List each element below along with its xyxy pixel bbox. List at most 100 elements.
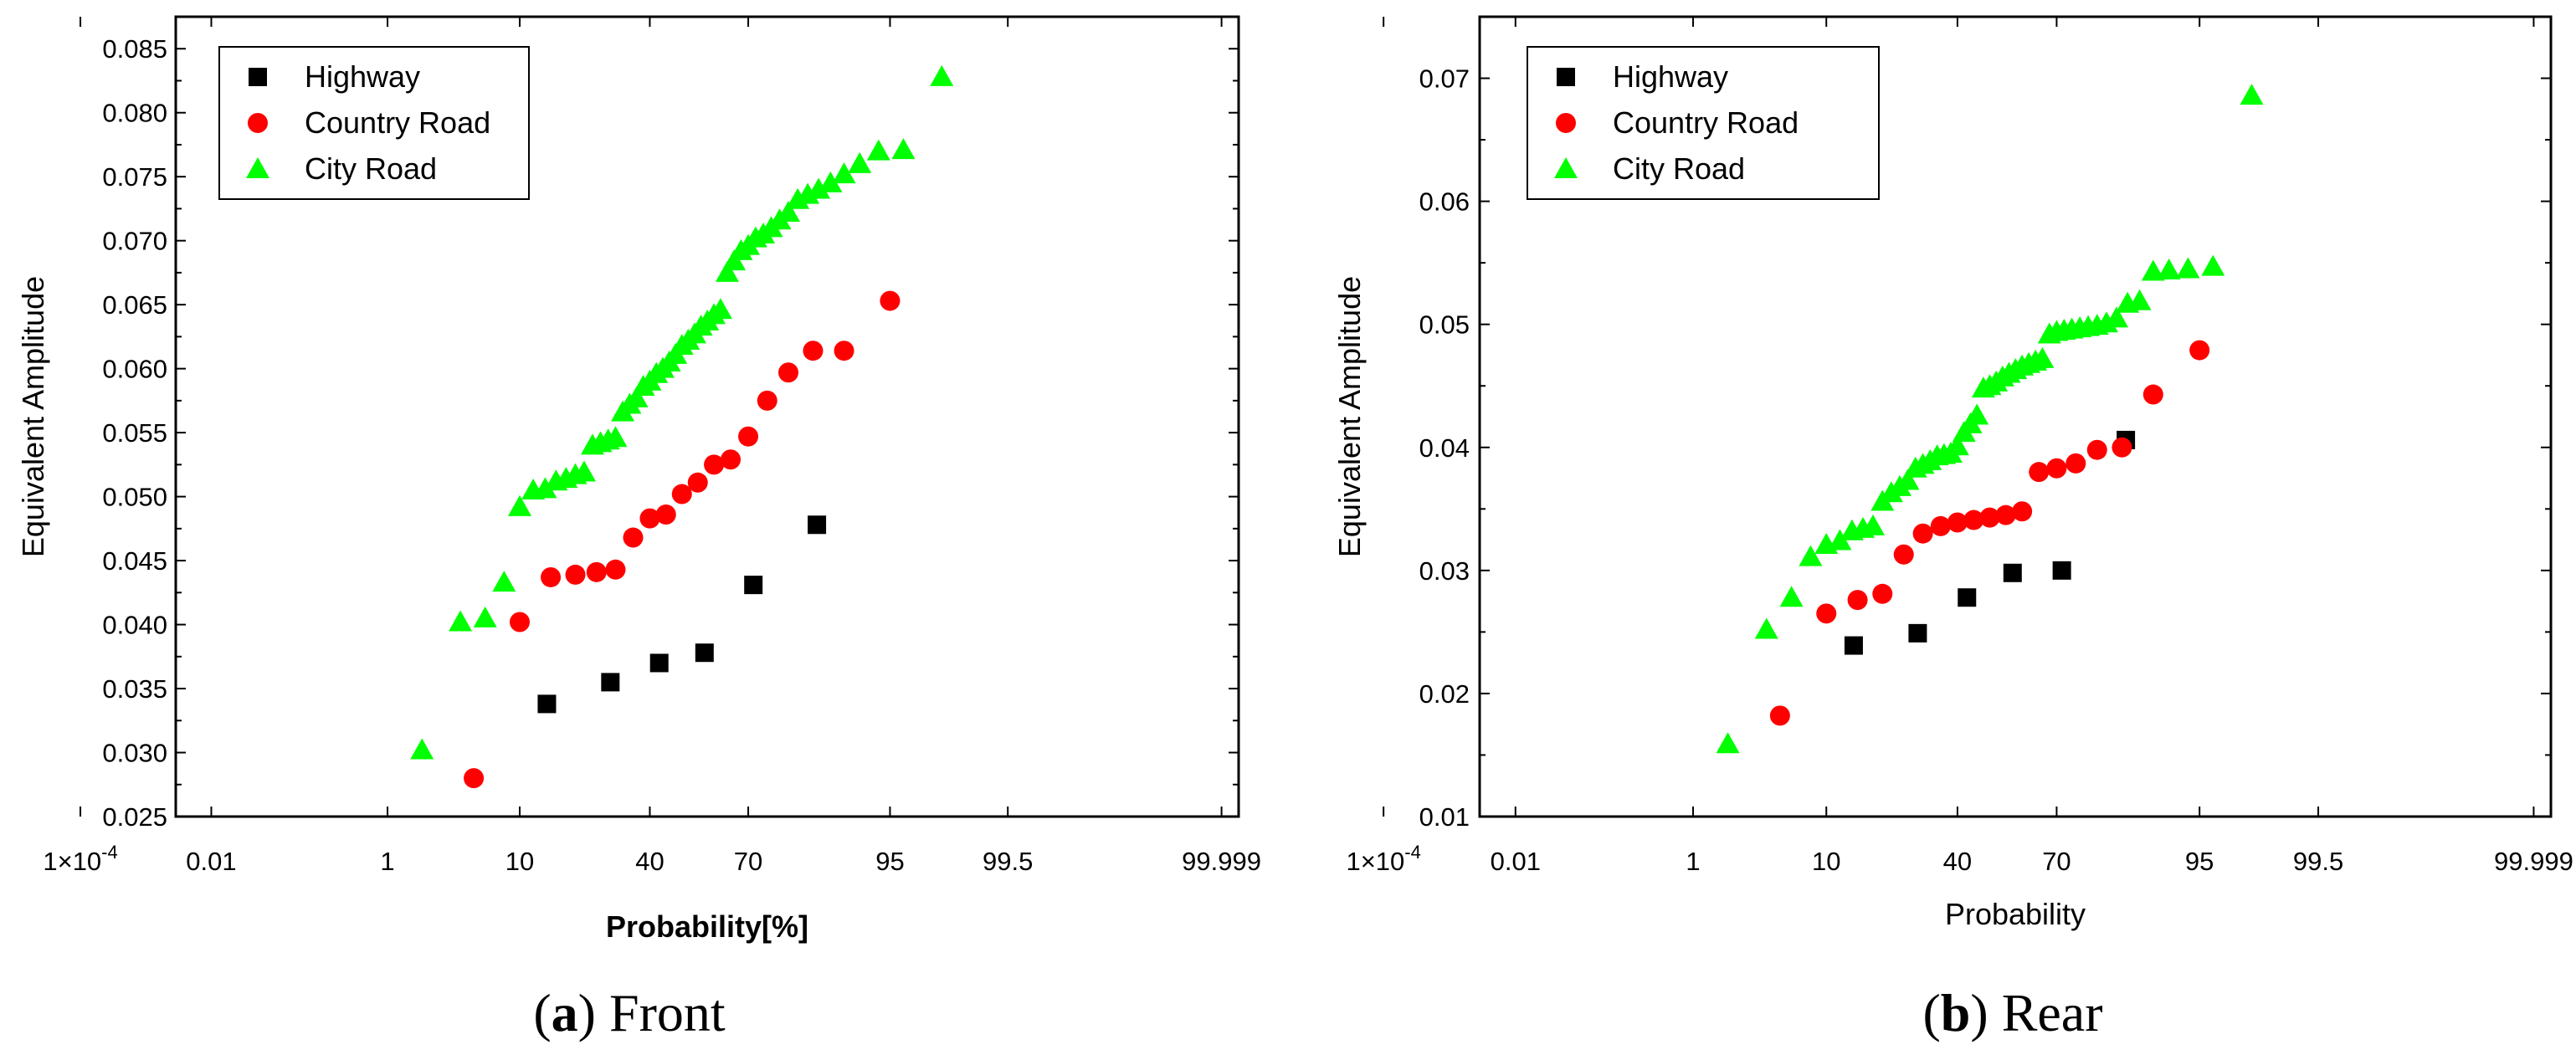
- data-point: [930, 64, 954, 86]
- x-tick-label: 70: [734, 847, 762, 876]
- y-tick-label: 0.045: [102, 546, 167, 576]
- x-tick-label: 40: [635, 847, 664, 876]
- data-point: [565, 564, 586, 585]
- caption-letter: a: [552, 983, 578, 1042]
- y-tick-label: 0.02: [1419, 679, 1470, 709]
- data-point: [880, 290, 901, 311]
- y-tick-label: 0.065: [102, 290, 167, 320]
- legend-marker: [1554, 157, 1578, 178]
- data-point: [808, 515, 827, 535]
- y-tick-label: 0.060: [102, 355, 167, 384]
- data-point: [671, 484, 692, 504]
- x-tick-label: 0.01: [1491, 847, 1541, 876]
- data-point: [473, 606, 497, 627]
- caption-paren-open: (: [1922, 983, 1940, 1042]
- data-point: [2201, 254, 2225, 276]
- data-point: [1828, 529, 1852, 551]
- data-point: [1912, 523, 1933, 544]
- y-tick-label: 0.03: [1419, 556, 1470, 586]
- data-point: [803, 341, 824, 361]
- legend-label: City Road: [305, 151, 437, 186]
- x-tick-label: 1: [380, 847, 394, 876]
- data-point: [649, 653, 669, 673]
- x-tick-label-text: 99.999: [1182, 847, 1261, 876]
- data-point: [533, 477, 557, 499]
- data-point: [721, 449, 741, 470]
- legend-marker: [248, 113, 268, 133]
- y-tick-label: 0.035: [102, 674, 167, 704]
- x-tick-label-text: 10: [505, 847, 534, 876]
- series-highway: [1844, 430, 2136, 655]
- data-point: [744, 576, 763, 595]
- data-point: [541, 566, 562, 587]
- caption-paren-open: (: [533, 983, 551, 1042]
- x-tick-label-text: 40: [1943, 847, 1972, 876]
- series-country-road: [464, 290, 901, 789]
- data-point: [1995, 504, 2016, 525]
- data-point: [572, 460, 597, 482]
- x-tick-label-text: 40: [635, 847, 664, 876]
- x-axis-label: Probability[%]: [606, 909, 808, 944]
- data-point: [2142, 384, 2163, 405]
- data-point: [2127, 289, 2152, 310]
- data-point: [2176, 257, 2200, 279]
- data-point: [1979, 507, 2000, 528]
- legend-box: [218, 46, 530, 200]
- x-tick-label-text: 1: [1686, 847, 1700, 876]
- data-point: [715, 260, 739, 282]
- x-tick-label-text: 99.5: [2293, 847, 2343, 876]
- data-point: [704, 454, 725, 475]
- legend: Highway Country Road City Road: [1527, 46, 1880, 200]
- data-point: [777, 201, 801, 223]
- data-point: [464, 768, 485, 789]
- caption-text: Rear: [2002, 983, 2103, 1042]
- y-tick-label: 0.025: [102, 802, 167, 832]
- data-point: [891, 138, 916, 160]
- data-point: [1844, 636, 1863, 655]
- x-tick-label-text: 1×10: [1346, 847, 1404, 876]
- legend: Highway Country Road City Road: [218, 46, 530, 200]
- x-tick-label: 10: [1812, 847, 1840, 876]
- legend-marker: [246, 157, 269, 178]
- caption-letter: b: [1941, 983, 1971, 1042]
- data-point: [2003, 563, 2022, 582]
- data-point: [1958, 588, 1977, 607]
- data-point: [1947, 512, 1968, 533]
- data-point: [655, 504, 676, 525]
- data-point: [410, 738, 434, 760]
- y-tick-label: 0.075: [102, 162, 167, 192]
- data-point: [2029, 462, 2050, 483]
- data-point: [1896, 469, 1920, 490]
- data-point: [1816, 603, 1837, 624]
- data-point: [1769, 705, 1790, 726]
- data-point: [1716, 732, 1740, 754]
- data-point: [778, 362, 799, 383]
- y-tick-label: 0.070: [102, 227, 167, 256]
- x-tick-label-text: 99.999: [2494, 847, 2573, 876]
- x-tick-label-exponent: -4: [101, 842, 118, 863]
- data-point: [586, 561, 607, 582]
- data-point: [2105, 306, 2129, 328]
- y-axis-label: Equivalent Amplitude: [1332, 276, 1367, 557]
- legend-label: City Road: [1613, 151, 1745, 186]
- caption: (b) Rear: [1922, 983, 2102, 1042]
- data-point: [818, 171, 843, 192]
- x-tick-label: 1: [1686, 847, 1700, 876]
- caption: (a) Front: [533, 983, 726, 1042]
- data-point: [832, 162, 856, 184]
- data-point: [1965, 403, 1989, 425]
- data-point: [623, 527, 644, 548]
- x-tick-label-text: 95: [2185, 847, 2214, 876]
- x-tick-label-text: 1×10: [43, 847, 101, 876]
- data-point: [1945, 434, 1969, 456]
- legend-label: Country Road: [1613, 105, 1799, 140]
- data-point: [1893, 544, 1914, 565]
- x-axis-label: Probability: [1945, 897, 2086, 931]
- series-highway: [537, 515, 827, 714]
- data-point: [1861, 514, 1886, 535]
- caption-paren-close: ): [1970, 983, 2001, 1042]
- data-point: [2189, 340, 2210, 361]
- series-city-road: [1716, 84, 2264, 754]
- panel-front: 0.025 0.030 0.035 0.040 0.045 0.050 0.055 0.060…: [16, 15, 1261, 1042]
